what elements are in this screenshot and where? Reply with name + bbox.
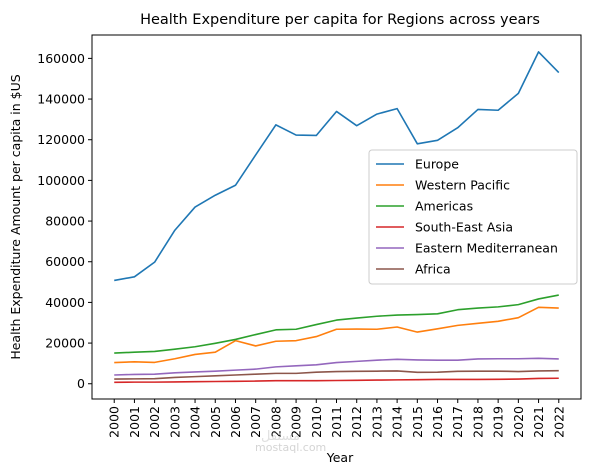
x-tick-label: 2020 — [511, 406, 526, 438]
legend: Europe Western Pacific Americas South-East … — [368, 149, 578, 285]
x-tick-label: 2015 — [410, 406, 425, 438]
x-tick-label: 2018 — [470, 406, 485, 438]
legend-label: Africa — [415, 262, 451, 277]
y-tick-label: 140000 — [37, 92, 85, 107]
watermark-text: mostaql.com — [255, 441, 327, 454]
x-tick-label: 2006 — [228, 406, 243, 438]
legend-label: South-East Asia — [415, 220, 513, 235]
x-tick-label: 2022 — [551, 406, 566, 438]
x-tick-label: 2001 — [127, 406, 142, 438]
x-tick-label: 2000 — [107, 406, 122, 438]
chart-title: Health Expenditure per capita for Region… — [140, 12, 540, 28]
y-tick-label: 0 — [77, 376, 85, 391]
x-tick-label: 2017 — [450, 406, 465, 438]
y-tick-label: 160000 — [37, 51, 85, 66]
series-line-1 — [114, 306, 559, 364]
x-tick-label: 2011 — [329, 406, 344, 438]
y-tick-label: 60000 — [45, 254, 85, 269]
y-axis-label: Health Expenditure Amount per capita in … — [8, 74, 23, 359]
x-tick-label: 2003 — [167, 406, 182, 438]
x-axis-label: Year — [326, 450, 354, 465]
series-line-2 — [114, 294, 559, 354]
series-line-5 — [114, 369, 559, 380]
legend-label: Europe — [415, 157, 459, 172]
x-tick-label: 2010 — [309, 406, 324, 438]
y-tick-label: 20000 — [45, 336, 85, 351]
x-tick-label: 2019 — [491, 406, 506, 438]
x-tick-label: 2016 — [430, 406, 445, 438]
series-line-4 — [114, 357, 559, 376]
x-tick-label: 2013 — [369, 406, 384, 438]
legend-label: Eastern Mediterranean — [415, 241, 558, 256]
y-axis: 0 20000 40000 60000 80000 100000 120000 140000 1… — [37, 51, 92, 391]
x-tick-label: 2014 — [390, 406, 405, 438]
x-tick-label: 2004 — [188, 406, 203, 438]
x-tick-label: 2005 — [208, 406, 223, 438]
y-tick-label: 40000 — [45, 295, 85, 310]
legend-box — [368, 149, 578, 285]
y-tick-label: 120000 — [37, 132, 85, 147]
x-tick-label: 2009 — [289, 406, 304, 438]
y-tick-label: 80000 — [45, 214, 85, 229]
legend-label: Western Pacific — [415, 178, 510, 193]
y-tick-label: 100000 — [37, 173, 85, 188]
watermark: مستقل mostaql.com — [255, 429, 327, 454]
x-tick-label: 2007 — [248, 406, 263, 438]
x-axis: 2000 2001 2002 2003 2004 2005 2006 2007 2008 2009… — [107, 399, 566, 438]
x-tick-label: 2012 — [349, 406, 364, 438]
watermark-arabic: مستقل — [261, 429, 300, 444]
x-tick-label: 2008 — [268, 406, 283, 438]
series-line-3 — [114, 377, 559, 384]
x-tick-label: 2021 — [531, 406, 546, 438]
x-tick-label: 2002 — [147, 406, 162, 438]
legend-label: Americas — [415, 199, 473, 214]
plot-area — [114, 51, 560, 384]
series-line-0 — [114, 51, 560, 282]
